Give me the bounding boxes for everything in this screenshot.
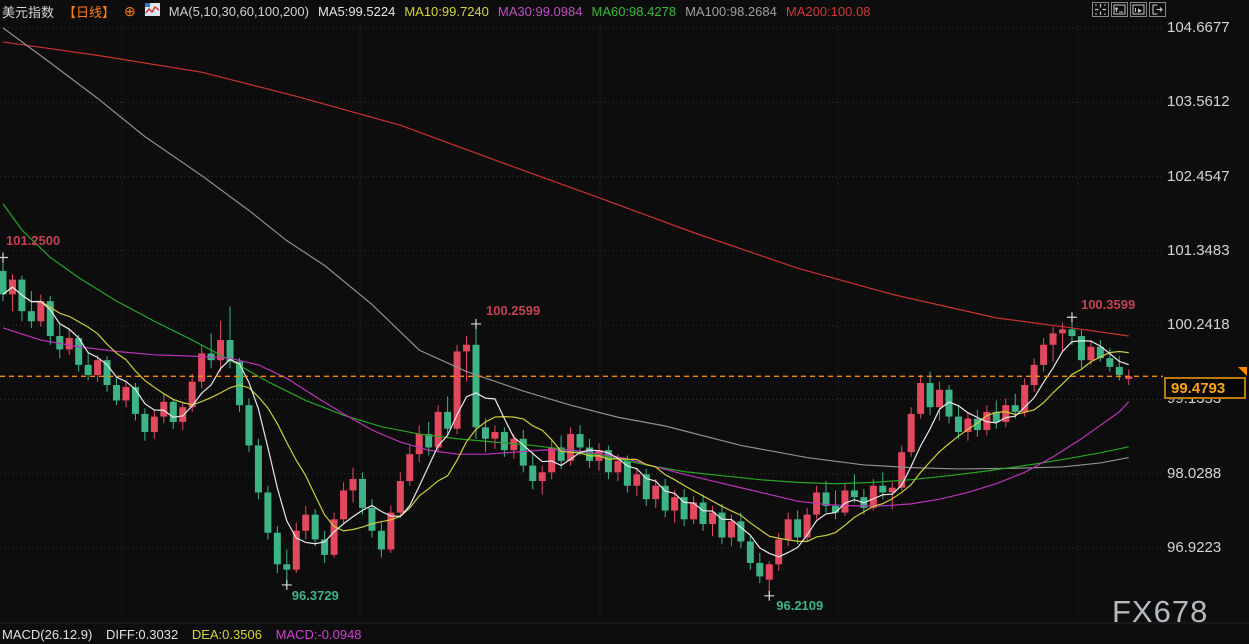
chart-annotation: 101.2500 xyxy=(6,233,61,249)
indicator-panel-icon[interactable] xyxy=(1111,2,1128,17)
axis-price-label: 104.6677 xyxy=(1167,19,1230,36)
macd-dea-value: DEA:0.3506 xyxy=(191,627,262,642)
exit-icon[interactable] xyxy=(1149,2,1166,17)
add-indicator-icon[interactable]: ⊕ xyxy=(124,2,136,19)
chart-tools-icon[interactable] xyxy=(1130,2,1147,17)
current-price-label: 99.4793 xyxy=(1164,377,1246,400)
ma200-value: MA200:100.08 xyxy=(785,3,871,19)
overlay-ma100 xyxy=(2,27,1129,470)
crosshair-icon[interactable] xyxy=(1092,2,1109,17)
ma5-value: MA5:99.5224 xyxy=(317,3,396,19)
axis-price-label: 96.9223 xyxy=(1167,539,1222,557)
chart-annotation: 96.3729 xyxy=(291,587,339,603)
chart-legend: 美元指数 【日线】 ⊕ MA(5,10,30,60,100,200) MA5:9… xyxy=(2,2,879,20)
axis-price-label: 102.4547 xyxy=(1167,167,1230,185)
timeframe-selector[interactable]: 【日线】 xyxy=(63,4,116,20)
overlay-ma10 xyxy=(2,286,1129,543)
ma10-value: MA10:99.7240 xyxy=(404,3,489,19)
overlay-ma200 xyxy=(2,41,1129,337)
symbol-name: 美元指数 xyxy=(2,4,55,20)
overlay-ma5 xyxy=(2,286,1129,558)
chart-toolbar xyxy=(1092,2,1168,17)
axis-price-label: 98.0288 xyxy=(1167,464,1222,482)
chart-annotation: 96.2109 xyxy=(776,597,824,613)
axis-price-label: 101.3483 xyxy=(1167,241,1230,259)
ma100-value: MA100:98.2684 xyxy=(685,3,777,19)
ma60-value: MA60:98.4278 xyxy=(591,3,677,19)
macd-params-label: MACD(26.12.9) xyxy=(2,627,93,642)
ma-group-label: MA(5,10,30,60,100,200) xyxy=(168,3,309,19)
macd-diff-value: DIFF:0.3032 xyxy=(105,627,179,642)
axis-price-label: 100.2418 xyxy=(1167,316,1230,334)
ma30-value: MA30:99.0984 xyxy=(497,3,583,19)
price-marker-arrow-icon xyxy=(1238,367,1247,377)
chart-annotation: 100.3599 xyxy=(1080,297,1136,313)
macd-status-bar: MACD(26.12.9) DIFF:0.3032 DEA:0.3506 MAC… xyxy=(2,627,372,642)
chart-style-icon[interactable] xyxy=(144,3,160,19)
chart-annotation: 100.2599 xyxy=(486,302,541,318)
overlay-ma60 xyxy=(2,203,1129,485)
axis-price-label: 103.5612 xyxy=(1167,93,1230,111)
macd-value: MACD:-0.0948 xyxy=(275,627,362,642)
